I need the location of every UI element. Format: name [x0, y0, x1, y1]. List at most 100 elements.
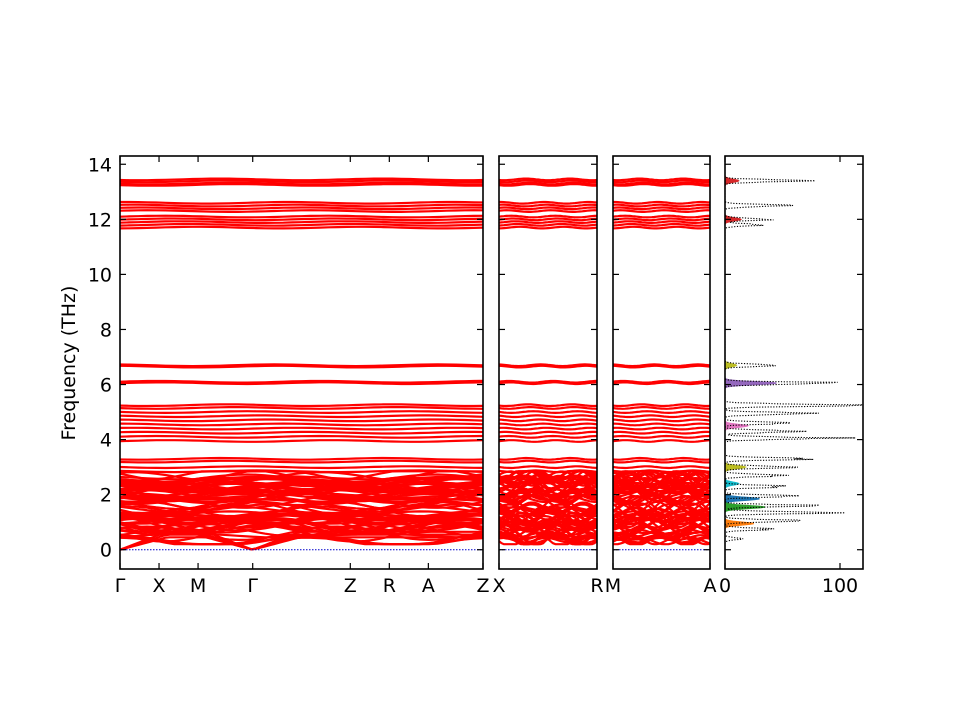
band-dense	[120, 492, 483, 511]
band-acoustic	[613, 531, 710, 538]
x-tick-label-R: R	[590, 575, 603, 597]
y-tick-label: 12	[88, 209, 112, 231]
band-lines	[120, 177, 483, 551]
band-top-optical	[499, 181, 597, 186]
band-lower-optical	[613, 410, 710, 415]
band-dense	[613, 473, 710, 489]
y-tick-label: 4	[100, 430, 112, 452]
band-panel-frame	[612, 155, 711, 570]
band-acoustic	[613, 536, 710, 544]
band-lower-optical	[120, 426, 483, 431]
band-upper-optical	[120, 203, 483, 208]
y-axis-label: Frequency (THz)	[58, 286, 80, 441]
band-acoustic	[499, 534, 597, 541]
band-panel-path-main: 0 2 4 6 8 10 12 14 Γ X M Γ Z R A Z	[88, 154, 490, 597]
band-lower-optical	[613, 403, 710, 408]
band-upper-optical	[613, 209, 710, 213]
band-top-optical	[613, 177, 710, 182]
band-lower-optical	[499, 403, 597, 408]
dos-panel-frame	[724, 155, 864, 570]
band-upper-optical	[499, 225, 597, 230]
band-lower-optical	[499, 439, 597, 443]
y-tick-label: 10	[88, 264, 112, 286]
band-mid-optical-a	[120, 364, 483, 369]
band-upper-optical	[613, 217, 710, 222]
pdos-series-0	[725, 156, 760, 569]
band-top-optical	[120, 183, 483, 187]
band-lower-optical	[613, 426, 710, 431]
band-lower-optical	[613, 418, 710, 423]
band-dense	[120, 512, 483, 524]
band-upper-optical	[499, 222, 597, 227]
band-mid-optical-a	[613, 363, 710, 368]
band-upper-optical	[613, 206, 710, 211]
band-upper-optical	[613, 200, 710, 205]
band-dense	[120, 519, 483, 529]
band-top-optical	[499, 177, 597, 182]
band-upper-optical	[120, 209, 483, 213]
dos-x-tick-label: 100	[822, 575, 858, 597]
band-top-optical	[120, 179, 483, 184]
band-upper-optical	[613, 225, 710, 230]
band-upper-optical	[499, 217, 597, 222]
x-tick-label-A: A	[422, 575, 435, 597]
x-tick-label-M: M	[190, 575, 206, 597]
band-upper-optical	[120, 217, 483, 222]
band-lower-optical	[499, 406, 597, 410]
band-lower-optical	[613, 430, 710, 435]
band-acoustic	[499, 536, 597, 544]
band-top-optical	[613, 179, 710, 184]
dos-panel: 0 100	[719, 155, 864, 597]
x-tick-label-M: M	[605, 575, 621, 597]
band-dense	[120, 470, 483, 482]
band-low-optical-edge	[120, 456, 483, 461]
pdos-series-7	[725, 156, 747, 569]
x-tick-label-Γ: Γ	[115, 575, 126, 597]
band-lines	[613, 177, 710, 546]
band-dense	[499, 503, 597, 516]
band-top-optical	[613, 183, 710, 187]
band-mid-optical-a	[613, 364, 710, 369]
band-upper-optical	[120, 214, 483, 219]
band-mid-optical-b	[613, 381, 710, 386]
band-low-optical-edge	[120, 459, 483, 464]
y-tick-label: 0	[100, 540, 112, 562]
band-dense	[499, 522, 597, 531]
band-top-optical	[613, 181, 710, 186]
band-low-optical-edge	[499, 456, 597, 461]
band-upper-optical	[613, 203, 710, 208]
band-lower-optical	[120, 403, 483, 408]
band-upper-optical	[499, 206, 597, 211]
band-upper-optical	[613, 220, 710, 224]
band-dense	[499, 472, 597, 486]
band-dense	[613, 470, 710, 489]
band-lower-optical	[120, 430, 483, 435]
band-lower-optical	[613, 422, 710, 427]
band-lower-optical	[499, 414, 597, 419]
band-mid-optical-b	[120, 381, 483, 386]
band-lower-optical	[120, 414, 483, 419]
band-dense	[499, 516, 597, 527]
band-dense	[613, 492, 710, 505]
band-low-optical-edge	[613, 465, 710, 470]
x-tick-label-Γ: Γ	[247, 575, 258, 597]
band-upper-optical	[499, 214, 597, 219]
band-dense	[120, 487, 483, 501]
band-lower-optical	[499, 410, 597, 415]
band-mid-optical-b	[120, 379, 483, 384]
band-dense	[613, 471, 710, 488]
band-lower-optical	[613, 439, 710, 443]
band-mid-optical-a	[120, 363, 483, 368]
band-acoustic	[613, 534, 710, 541]
x-tick-label-X: X	[492, 575, 505, 597]
band-upper-optical	[120, 200, 483, 205]
band-upper-optical	[120, 222, 483, 227]
band-upper-optical	[120, 206, 483, 211]
band-lower-optical	[120, 406, 483, 410]
band-mid-optical-b	[499, 381, 597, 386]
y-axis-label-text: Frequency (THz)	[58, 286, 80, 441]
band-dense	[120, 473, 483, 484]
band-dense	[499, 506, 597, 512]
